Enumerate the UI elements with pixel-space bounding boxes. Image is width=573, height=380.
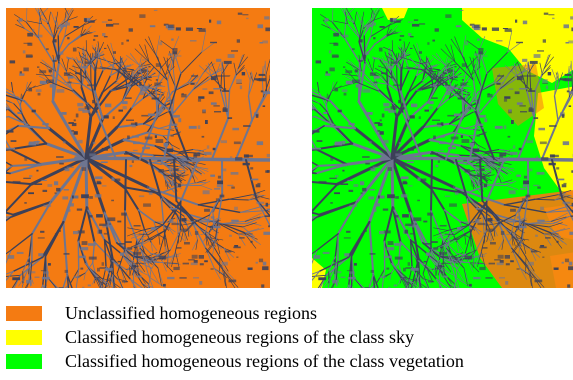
legend-label-vegetation: Classified homogeneous regions of the cl… bbox=[65, 351, 464, 371]
legend-label-unclassified: Unclassified homogeneous regions bbox=[65, 303, 317, 323]
legend-swatch-sky bbox=[6, 330, 42, 345]
leaf-speckles bbox=[6, 9, 270, 288]
classified-tree-canopy bbox=[312, 8, 573, 288]
legend-item-vegetation: Classified homogeneous regions of the cl… bbox=[6, 350, 566, 374]
unclassified-tree-canopy bbox=[6, 8, 270, 288]
unclassified-regions-image bbox=[6, 8, 270, 288]
classified-regions-image bbox=[312, 8, 573, 288]
legend: Unclassified homogeneous regions Classif… bbox=[6, 302, 566, 374]
legend-label-sky: Classified homogeneous regions of the cl… bbox=[65, 327, 414, 347]
leaf-speckles bbox=[312, 9, 573, 288]
legend-item-sky: Classified homogeneous regions of the cl… bbox=[6, 326, 566, 350]
legend-item-unclassified: Unclassified homogeneous regions bbox=[6, 302, 566, 326]
tree-branches bbox=[6, 8, 270, 288]
legend-swatch-unclassified bbox=[6, 306, 42, 321]
legend-swatch-vegetation bbox=[6, 354, 42, 369]
